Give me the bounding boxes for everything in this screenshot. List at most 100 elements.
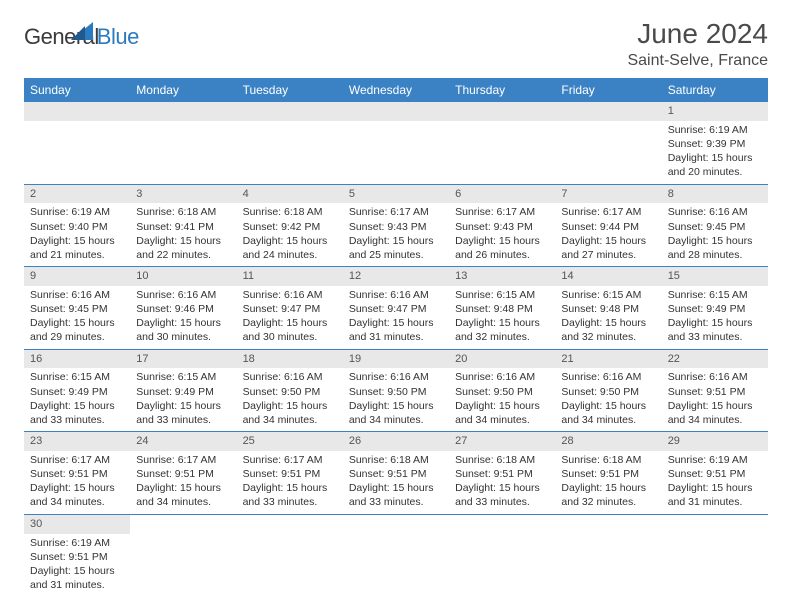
calendar-week-row: 9 Sunrise: 6:16 AM Sunset: 9:45 PM Daylight… xyxy=(24,267,768,350)
day-number: 21 xyxy=(555,350,661,369)
calendar-cell xyxy=(343,514,449,596)
daylight-text: Daylight: 15 hours and 30 minutes. xyxy=(243,316,337,344)
cell-body: Sunrise: 6:19 AMSunset: 9:39 PMDaylight:… xyxy=(662,121,768,184)
calendar-cell: 13Sunrise: 6:15 AMSunset: 9:48 PMDayligh… xyxy=(449,267,555,350)
cell-body: Sunrise: 6:18 AMSunset: 9:42 PMDaylight:… xyxy=(237,203,343,266)
cell-body: Sunrise: 6:18 AMSunset: 9:51 PMDaylight:… xyxy=(449,451,555,514)
cell-body: Sunrise: 6:15 AMSunset: 9:48 PMDaylight:… xyxy=(555,286,661,349)
daylight-text: Daylight: 15 hours and 31 minutes. xyxy=(668,481,762,509)
sunset-text: Sunset: 9:51 PM xyxy=(30,467,124,481)
calendar-cell: 2Sunrise: 6:19 AMSunset: 9:40 PMDaylight… xyxy=(24,184,130,267)
sunrise-text: Sunrise: 6:16 AM xyxy=(561,370,655,384)
weekday-header: Friday xyxy=(555,78,661,102)
calendar-cell: 10Sunrise: 6:16 AMSunset: 9:46 PMDayligh… xyxy=(130,267,236,350)
sunrise-text: Sunrise: 6:16 AM xyxy=(349,370,443,384)
daylight-text: Daylight: 15 hours and 34 minutes. xyxy=(668,399,762,427)
cell-body: Sunrise: 6:16 AMSunset: 9:51 PMDaylight:… xyxy=(662,368,768,431)
daylight-text: Daylight: 15 hours and 24 minutes. xyxy=(243,234,337,262)
calendar-week-row: 30Sunrise: 6:19 AMSunset: 9:51 PMDayligh… xyxy=(24,514,768,596)
day-number: 29 xyxy=(662,432,768,451)
day-number: 13 xyxy=(449,267,555,286)
sunset-text: Sunset: 9:51 PM xyxy=(668,467,762,481)
cell-body: Sunrise: 6:18 AMSunset: 9:51 PMDaylight:… xyxy=(343,451,449,514)
sunset-text: Sunset: 9:51 PM xyxy=(349,467,443,481)
daylight-text: Daylight: 15 hours and 33 minutes. xyxy=(243,481,337,509)
calendar-cell: 27Sunrise: 6:18 AMSunset: 9:51 PMDayligh… xyxy=(449,432,555,515)
cell-body: Sunrise: 6:16 AMSunset: 9:50 PMDaylight:… xyxy=(449,368,555,431)
calendar-cell xyxy=(555,514,661,596)
calendar-cell: 1Sunrise: 6:19 AMSunset: 9:39 PMDaylight… xyxy=(662,102,768,184)
sunrise-text: Sunrise: 6:19 AM xyxy=(668,453,762,467)
month-title: June 2024 xyxy=(627,18,768,50)
daylight-text: Daylight: 15 hours and 33 minutes. xyxy=(668,316,762,344)
calendar-cell: 23Sunrise: 6:17 AMSunset: 9:51 PMDayligh… xyxy=(24,432,130,515)
calendar-cell xyxy=(130,514,236,596)
calendar-cell xyxy=(343,102,449,184)
cell-body: Sunrise: 6:19 AMSunset: 9:51 PMDaylight:… xyxy=(662,451,768,514)
day-number: 4 xyxy=(237,185,343,204)
cell-body: Sunrise: 6:15 AMSunset: 9:49 PMDaylight:… xyxy=(662,286,768,349)
sunset-text: Sunset: 9:50 PM xyxy=(243,385,337,399)
daylight-text: Daylight: 15 hours and 20 minutes. xyxy=(668,151,762,179)
sunset-text: Sunset: 9:45 PM xyxy=(30,302,124,316)
calendar-cell: 4Sunrise: 6:18 AMSunset: 9:42 PMDaylight… xyxy=(237,184,343,267)
sunset-text: Sunset: 9:48 PM xyxy=(561,302,655,316)
brand-logo: General Blue xyxy=(24,24,139,50)
sunrise-text: Sunrise: 6:15 AM xyxy=(455,288,549,302)
daylight-text: Daylight: 15 hours and 32 minutes. xyxy=(561,316,655,344)
calendar-cell xyxy=(449,514,555,596)
day-number: 3 xyxy=(130,185,236,204)
weekday-header: Saturday xyxy=(662,78,768,102)
title-block: June 2024 Saint-Selve, France xyxy=(627,18,768,70)
day-number: 26 xyxy=(343,432,449,451)
sunrise-text: Sunrise: 6:17 AM xyxy=(561,205,655,219)
daylight-text: Daylight: 15 hours and 33 minutes. xyxy=(136,399,230,427)
sunset-text: Sunset: 9:43 PM xyxy=(349,220,443,234)
sunset-text: Sunset: 9:39 PM xyxy=(668,137,762,151)
cell-body: Sunrise: 6:17 AMSunset: 9:43 PMDaylight:… xyxy=(343,203,449,266)
cell-body: Sunrise: 6:16 AMSunset: 9:46 PMDaylight:… xyxy=(130,286,236,349)
sunset-text: Sunset: 9:51 PM xyxy=(668,385,762,399)
day-number: 30 xyxy=(24,515,130,534)
calendar-week-row: 2Sunrise: 6:19 AMSunset: 9:40 PMDaylight… xyxy=(24,184,768,267)
sunrise-text: Sunrise: 6:15 AM xyxy=(136,370,230,384)
sail-icon xyxy=(69,20,95,42)
calendar-cell: 24Sunrise: 6:17 AMSunset: 9:51 PMDayligh… xyxy=(130,432,236,515)
calendar-page: General Blue June 2024 Saint-Selve, Fran… xyxy=(0,0,792,614)
calendar-cell: 15Sunrise: 6:15 AMSunset: 9:49 PMDayligh… xyxy=(662,267,768,350)
sunset-text: Sunset: 9:40 PM xyxy=(30,220,124,234)
calendar-cell: 9Sunrise: 6:16 AMSunset: 9:45 PMDaylight… xyxy=(24,267,130,350)
daynum-empty xyxy=(130,102,236,121)
sunrise-text: Sunrise: 6:16 AM xyxy=(136,288,230,302)
calendar-week-row: 16Sunrise: 6:15 AMSunset: 9:49 PMDayligh… xyxy=(24,349,768,432)
daylight-text: Daylight: 15 hours and 27 minutes. xyxy=(561,234,655,262)
sunset-text: Sunset: 9:51 PM xyxy=(243,467,337,481)
calendar-cell: 21Sunrise: 6:16 AMSunset: 9:50 PMDayligh… xyxy=(555,349,661,432)
cell-body: Sunrise: 6:17 AMSunset: 9:51 PMDaylight:… xyxy=(24,451,130,514)
brand-name-2: Blue xyxy=(97,24,139,50)
cell-body: Sunrise: 6:17 AMSunset: 9:51 PMDaylight:… xyxy=(237,451,343,514)
sunset-text: Sunset: 9:50 PM xyxy=(455,385,549,399)
daynum-empty xyxy=(343,102,449,121)
day-number: 9 xyxy=(24,267,130,286)
calendar-cell: 7Sunrise: 6:17 AMSunset: 9:44 PMDaylight… xyxy=(555,184,661,267)
calendar-cell xyxy=(237,102,343,184)
sunset-text: Sunset: 9:47 PM xyxy=(349,302,443,316)
sunrise-text: Sunrise: 6:17 AM xyxy=(455,205,549,219)
sunset-text: Sunset: 9:48 PM xyxy=(455,302,549,316)
sunrise-text: Sunrise: 6:18 AM xyxy=(243,205,337,219)
calendar-cell: 8Sunrise: 6:16 AMSunset: 9:45 PMDaylight… xyxy=(662,184,768,267)
day-number: 27 xyxy=(449,432,555,451)
sunset-text: Sunset: 9:51 PM xyxy=(561,467,655,481)
day-number: 1 xyxy=(662,102,768,121)
sunrise-text: Sunrise: 6:19 AM xyxy=(30,205,124,219)
cell-body: Sunrise: 6:16 AMSunset: 9:47 PMDaylight:… xyxy=(237,286,343,349)
cell-body: Sunrise: 6:16 AMSunset: 9:50 PMDaylight:… xyxy=(555,368,661,431)
daylight-text: Daylight: 15 hours and 34 minutes. xyxy=(455,399,549,427)
daylight-text: Daylight: 15 hours and 34 minutes. xyxy=(30,481,124,509)
day-number: 7 xyxy=(555,185,661,204)
calendar-cell xyxy=(449,102,555,184)
day-number: 11 xyxy=(237,267,343,286)
calendar-cell xyxy=(24,102,130,184)
daylight-text: Daylight: 15 hours and 31 minutes. xyxy=(349,316,443,344)
